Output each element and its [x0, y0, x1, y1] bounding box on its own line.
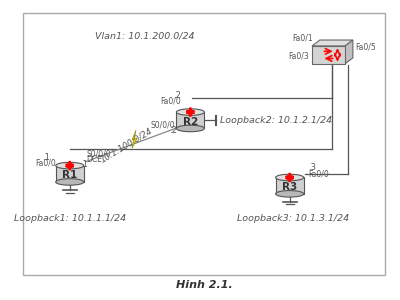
Text: 10.1.100.0/24: 10.1.100.0/24 [98, 127, 154, 165]
Text: DCE: DCE [86, 155, 102, 164]
Text: Fa0/0: Fa0/0 [308, 169, 329, 178]
Text: R3: R3 [282, 182, 297, 192]
FancyBboxPatch shape [176, 112, 204, 128]
FancyBboxPatch shape [56, 166, 84, 182]
Text: Loopback1: 10.1.1.1/24: Loopback1: 10.1.1.1/24 [14, 214, 126, 223]
Text: .2: .2 [169, 126, 177, 135]
Text: .1: .1 [42, 153, 50, 162]
Text: Fa0/1: Fa0/1 [292, 33, 313, 42]
Text: .1: .1 [80, 160, 88, 169]
Text: Loopback2: 10.1.2.1/24: Loopback2: 10.1.2.1/24 [220, 116, 332, 125]
FancyBboxPatch shape [276, 178, 304, 194]
Polygon shape [312, 46, 345, 64]
Ellipse shape [56, 162, 84, 169]
Text: S0/0/0: S0/0/0 [151, 120, 176, 129]
Text: Fa0/3: Fa0/3 [288, 52, 309, 61]
Ellipse shape [276, 174, 304, 181]
Text: .2: .2 [173, 92, 181, 100]
Ellipse shape [176, 109, 204, 116]
Ellipse shape [276, 190, 304, 197]
Text: R1: R1 [62, 170, 77, 180]
Text: Loopback3: 10.1.3.1/24: Loopback3: 10.1.3.1/24 [238, 214, 350, 223]
Text: .3: .3 [308, 163, 316, 172]
Polygon shape [312, 40, 353, 46]
Text: Hinh 2.1.: Hinh 2.1. [176, 280, 232, 290]
Polygon shape [132, 130, 137, 148]
Polygon shape [345, 40, 353, 64]
Ellipse shape [176, 125, 204, 132]
Text: Fa0/0: Fa0/0 [35, 159, 56, 168]
Text: R2: R2 [183, 117, 198, 127]
Ellipse shape [56, 179, 84, 185]
Text: Fa0/0: Fa0/0 [160, 97, 180, 106]
Text: Fa0/5: Fa0/5 [355, 42, 376, 51]
Text: S0/0/0: S0/0/0 [86, 150, 111, 159]
Text: Vlan1: 10.1.200.0/24: Vlan1: 10.1.200.0/24 [95, 31, 194, 40]
